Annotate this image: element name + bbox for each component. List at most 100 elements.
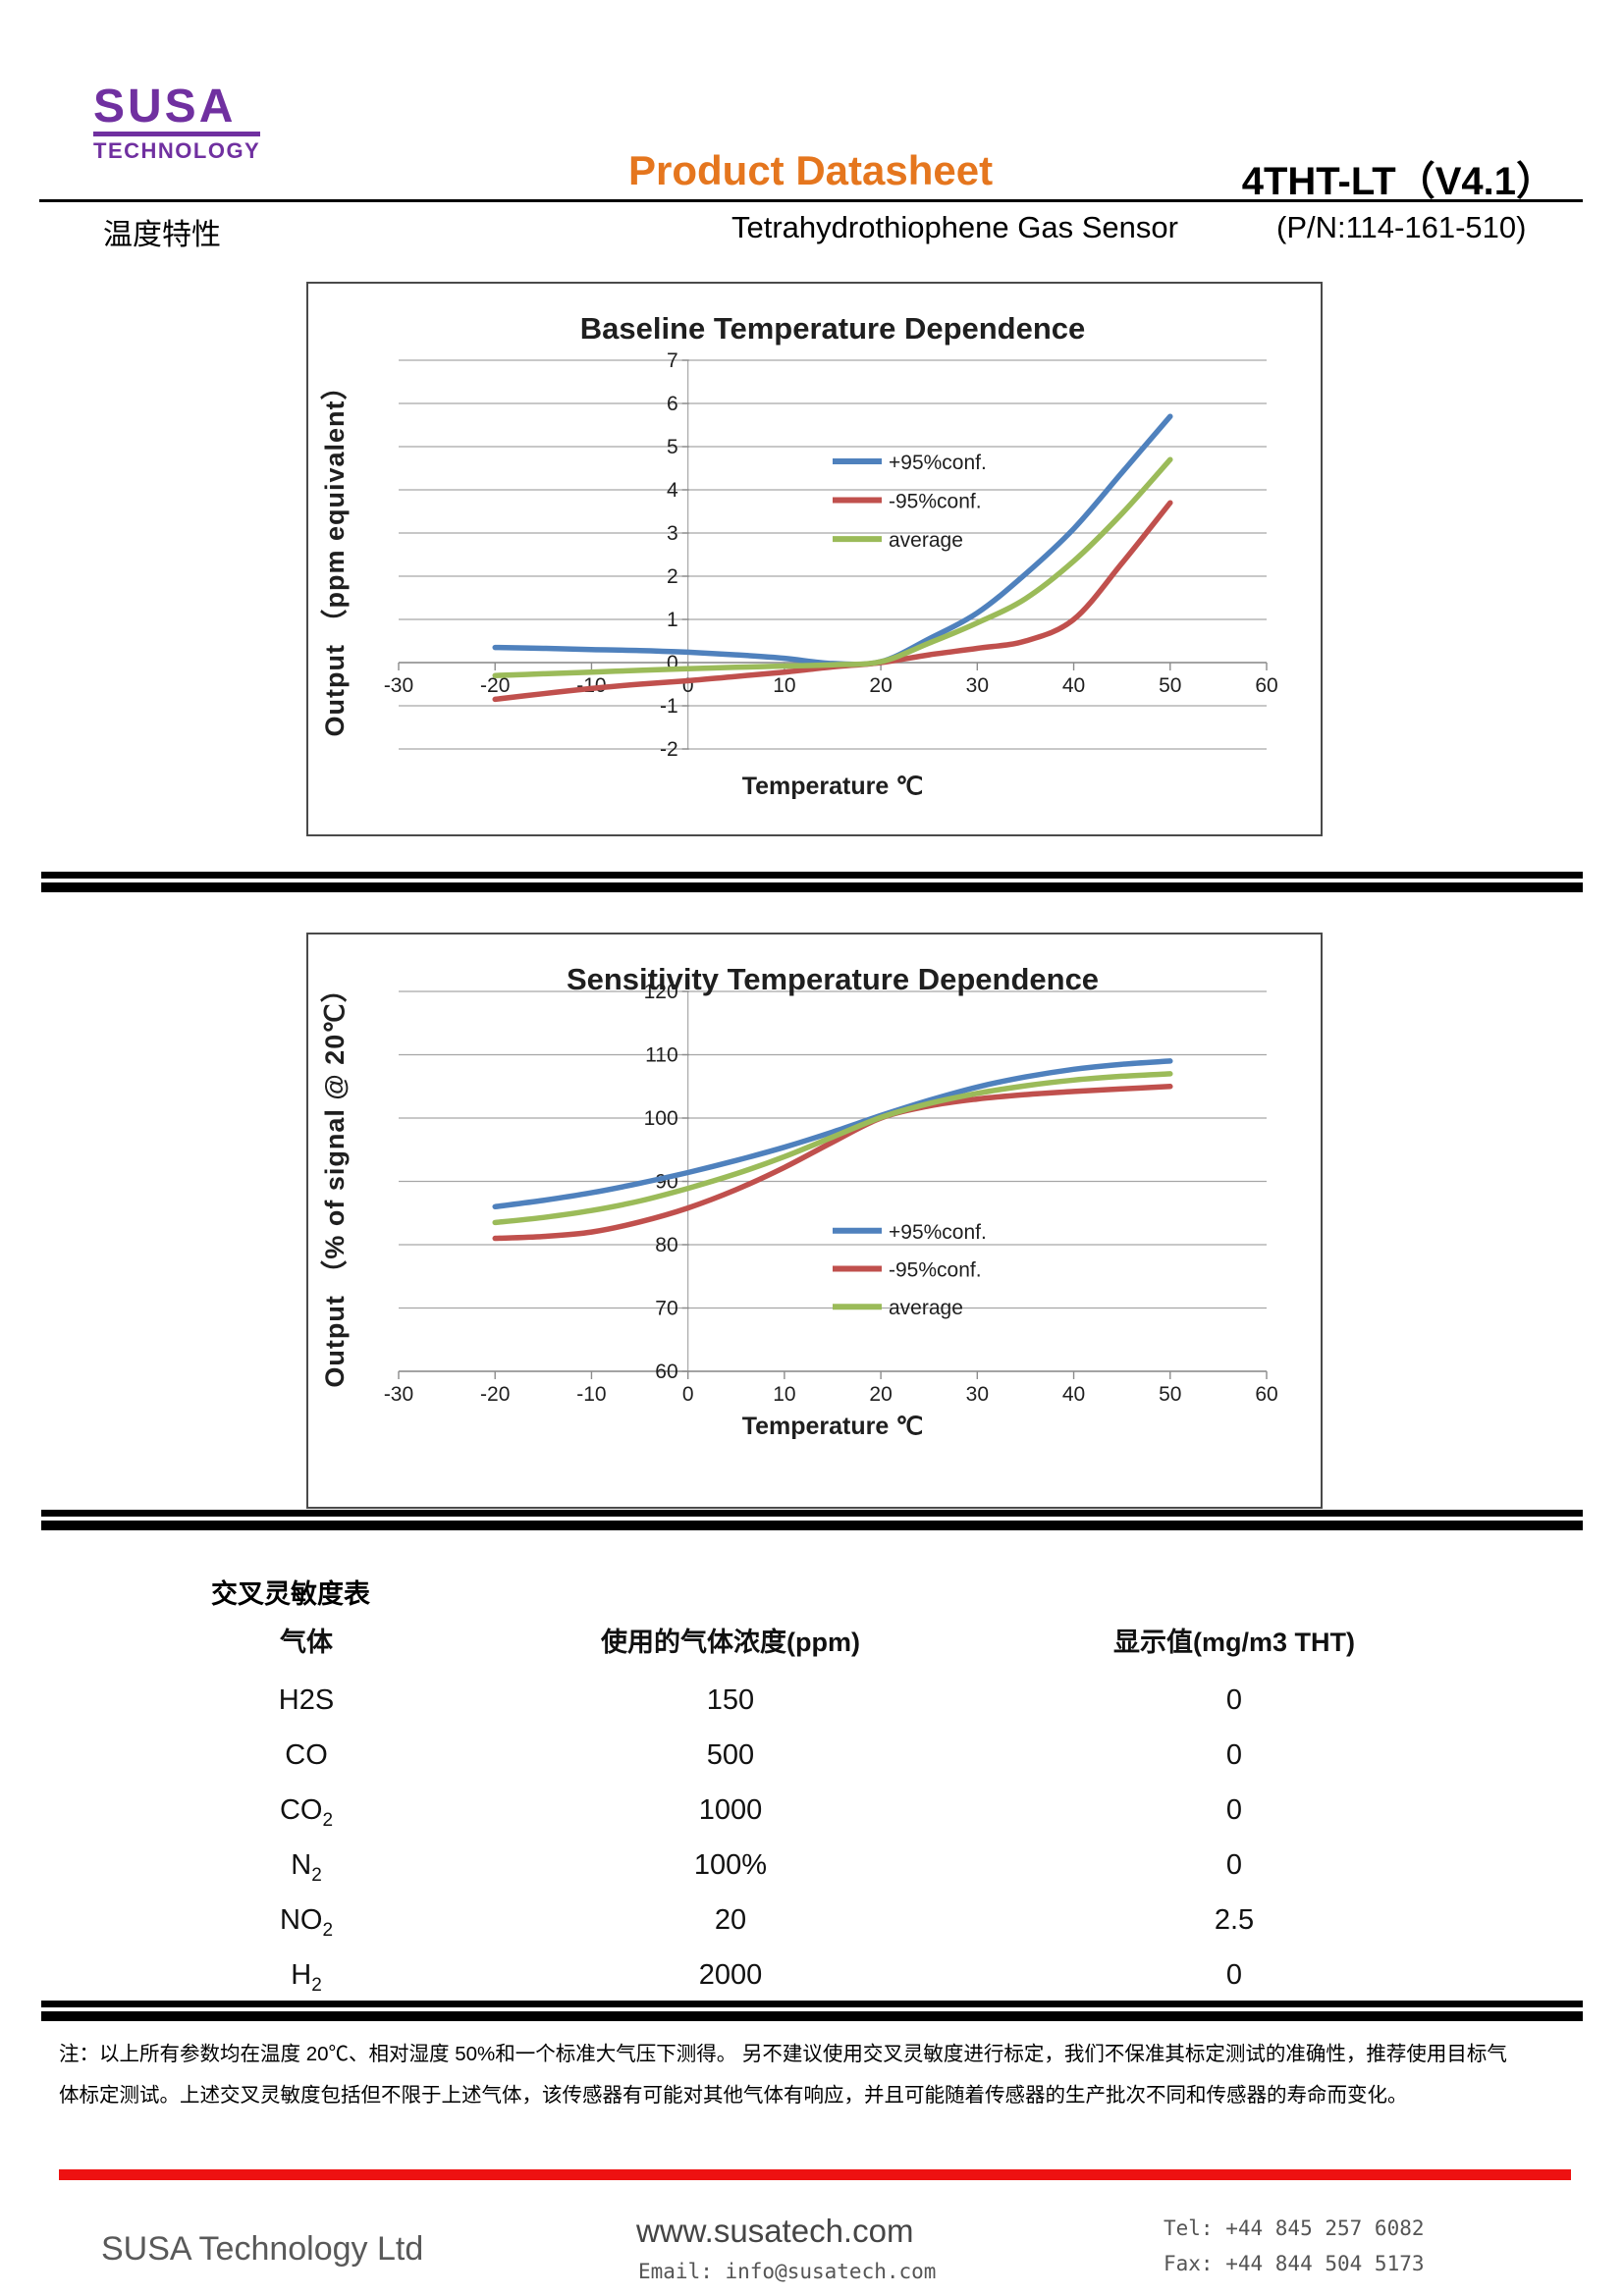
column-header-reading: 显示值(mg/m3 THT)	[1113, 1628, 1355, 1657]
x-axis-title: Temperature ℃	[742, 1413, 924, 1440]
x-tick-labels: -30 -20 -10 0 10 20 30 40 50 60	[384, 1383, 1278, 1406]
chart-title: Sensitivity Temperature Dependence	[567, 962, 1099, 996]
svg-text:10: 10	[773, 1383, 795, 1406]
x-axis	[398, 1370, 1268, 1379]
y-axis	[681, 990, 689, 1372]
svg-text:20: 20	[869, 674, 892, 697]
svg-text:0: 0	[667, 652, 678, 674]
gas-name-cell: N2	[291, 1849, 322, 1886]
svg-text:10: 10	[773, 674, 795, 697]
gas-name-cell: CO2	[279, 1794, 334, 1831]
footer-fax: Fax: +44 844 504 5173	[1164, 2252, 1425, 2275]
legend-label: +95%conf.	[889, 452, 987, 474]
section-divider	[41, 2001, 1583, 2021]
svg-text:3: 3	[667, 522, 678, 545]
reading-cell: 2.5	[1214, 1904, 1255, 1936]
footer-email[interactable]: Email: info@susatech.com	[638, 2260, 937, 2283]
legend-label: +95%conf.	[889, 1221, 987, 1244]
legend-entry: average	[833, 1297, 963, 1319]
svg-text:0: 0	[682, 674, 694, 697]
chart-series-line	[492, 1084, 1173, 1242]
svg-text:60: 60	[655, 1361, 677, 1383]
sensitivity-chart-box: 60 70 80 90 100 110 120 -30 -20 -10 0 10 20 30 40 50 60 +…	[306, 933, 1323, 1509]
svg-text:110: 110	[645, 1044, 677, 1067]
reading-cell: 0	[1225, 1684, 1243, 1716]
svg-text:4: 4	[667, 479, 678, 502]
x-axis-title: Temperature ℃	[742, 773, 924, 800]
header-rule	[39, 199, 1583, 202]
company-logo: SUSA TECHNOLOGY	[93, 80, 261, 164]
svg-text:1: 1	[667, 609, 678, 631]
legend-label: average	[889, 529, 963, 552]
chart-title: Baseline Temperature Dependence	[580, 311, 1086, 346]
chart-legend: +95%conf. -95%conf. average	[833, 452, 987, 552]
svg-text:-20: -20	[480, 674, 510, 697]
concentration-cell: 1000	[698, 1794, 763, 1826]
svg-text:30: 30	[966, 1383, 989, 1406]
section-label-cn: 温度特性	[103, 219, 221, 251]
svg-text:80: 80	[655, 1234, 677, 1256]
gas-name-cell: H2S	[278, 1684, 335, 1716]
chart-series-line	[492, 456, 1173, 678]
svg-text:50: 50	[1159, 1383, 1181, 1406]
concentration-cell: 2000	[698, 1959, 763, 1991]
column-header-gas: 气体	[280, 1628, 333, 1657]
concentration-cell: 100%	[693, 1849, 768, 1881]
svg-text:-2: -2	[660, 738, 678, 761]
footer-company: SUSA Technology Ltd	[101, 2230, 424, 2268]
legend-label: -95%conf.	[889, 1259, 982, 1282]
reading-cell: 0	[1225, 1959, 1243, 1991]
section-divider	[41, 872, 1583, 892]
legend-label: average	[889, 1297, 963, 1319]
footer-website[interactable]: www.susatech.com	[636, 2213, 914, 2249]
logo-text-susa: SUSA	[93, 80, 237, 133]
product-name: Tetrahydrothiophene Gas Sensor	[731, 210, 1178, 244]
legend-entry: average	[833, 529, 963, 552]
baseline-chart-box: -2 -1 0 1 2 3 4 5 6 7 -30 -20 -10 0 10 20 30 40 50 60 +95%co…	[306, 282, 1323, 836]
svg-text:40: 40	[1062, 1383, 1085, 1406]
chart-series-line	[492, 1058, 1173, 1210]
gas-name-cell: H2	[291, 1959, 322, 1996]
y-axis-title: Output （ppm equivalent）	[320, 373, 350, 737]
svg-text:20: 20	[869, 1383, 892, 1406]
logo-text-technology: TECHNOLOGY	[93, 138, 261, 163]
svg-text:120: 120	[644, 981, 678, 1003]
svg-text:5: 5	[667, 436, 678, 458]
footnote-line-2: 体标定测试。上述交叉灵敏度包括但不限于上述气体，该传感器有可能对其他气体有响应，…	[59, 2084, 1408, 2107]
svg-text:0: 0	[682, 1383, 694, 1406]
column-header-concentration: 使用的气体浓度(ppm)	[601, 1628, 860, 1657]
svg-text:50: 50	[1159, 674, 1181, 697]
svg-text:40: 40	[1062, 674, 1085, 697]
reading-cell: 0	[1225, 1739, 1243, 1771]
svg-text:-10: -10	[576, 1383, 606, 1406]
part-number: (P/N:114-161-510)	[1276, 210, 1527, 244]
section-divider	[41, 1510, 1583, 1530]
chart-series-line	[492, 1071, 1173, 1226]
concentration-cell: 20	[714, 1904, 747, 1936]
legend-entry: +95%conf.	[833, 452, 987, 474]
svg-text:-30: -30	[384, 1383, 413, 1406]
reading-cell: 0	[1225, 1849, 1243, 1881]
logo-underline	[93, 132, 261, 136]
svg-text:2: 2	[667, 565, 678, 588]
svg-text:60: 60	[1255, 674, 1277, 697]
legend-label: -95%conf.	[889, 491, 982, 513]
doc-title: Product Datasheet	[628, 147, 994, 193]
svg-text:-20: -20	[480, 1383, 510, 1406]
footnote: 注：以上所有参数均在温度 20℃、相对湿度 50%和一个标准大气压下测得。 另不…	[59, 2034, 1591, 2116]
footer-tel: Tel: +44 845 257 6082	[1164, 2216, 1425, 2240]
svg-text:100: 100	[644, 1107, 678, 1130]
gas-name-cell: NO2	[279, 1904, 334, 1941]
gas-name-cell: CO	[285, 1739, 328, 1771]
legend-entry: +95%conf.	[833, 1221, 987, 1244]
legend-entry: -95%conf.	[833, 491, 982, 513]
svg-text:-1: -1	[660, 695, 678, 718]
footnote-line-1: 注：以上所有参数均在温度 20℃、相对湿度 50%和一个标准大气压下测得。 另不…	[59, 2043, 1507, 2065]
svg-text:70: 70	[655, 1298, 677, 1320]
y-axis-title: Output （% of signal @ 20℃）	[320, 975, 350, 1387]
model-number: 4THT-LT（V4.1）	[1241, 160, 1555, 203]
svg-text:60: 60	[1255, 1383, 1277, 1406]
